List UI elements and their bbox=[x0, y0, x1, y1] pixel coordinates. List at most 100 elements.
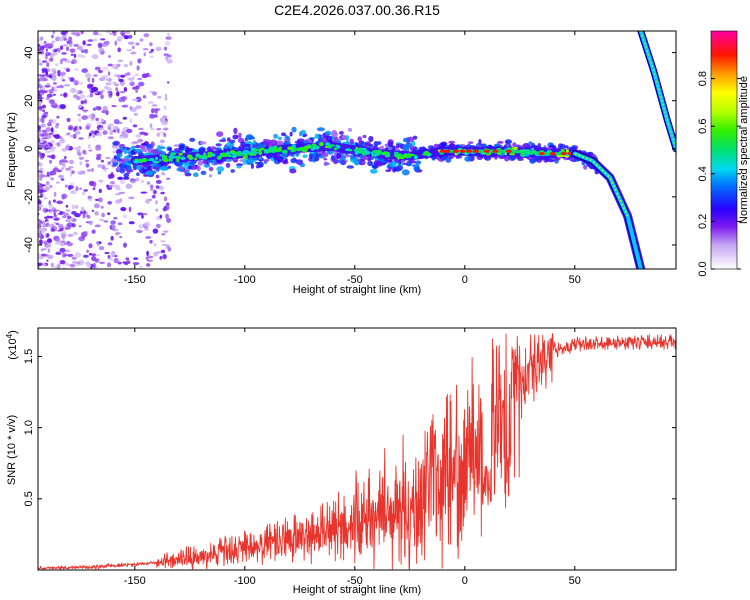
noise-blob bbox=[60, 178, 65, 181]
noise-blob bbox=[53, 214, 58, 218]
ridge-peak bbox=[505, 149, 512, 153]
noise-blob bbox=[110, 235, 114, 241]
ridge-halo-blob bbox=[200, 170, 207, 175]
x-tick-label: 50 bbox=[569, 575, 581, 587]
noise-blob bbox=[39, 255, 46, 259]
noise-blob bbox=[98, 246, 105, 251]
ridge-halo-blob bbox=[236, 165, 242, 169]
ridge-halo-blob bbox=[173, 144, 180, 147]
ridge-halo-blob bbox=[263, 138, 268, 142]
colorbar-tick-label: 0.0 bbox=[697, 261, 709, 276]
ridge-core-blob bbox=[305, 145, 311, 149]
noise-blob bbox=[94, 224, 101, 228]
noise-blob bbox=[61, 234, 66, 240]
noise-blob bbox=[76, 45, 83, 51]
spectrogram-frame bbox=[37, 30, 677, 270]
noise-blob bbox=[85, 163, 90, 168]
noise-blob bbox=[87, 77, 90, 82]
ridge-halo-blob bbox=[146, 165, 152, 170]
noise-blob bbox=[88, 252, 93, 256]
noise-blob bbox=[91, 77, 95, 83]
ridge-halo-blob bbox=[286, 135, 291, 142]
ridge-halo-blob bbox=[531, 145, 539, 148]
noise-blob bbox=[155, 46, 162, 52]
ridge-core-blob bbox=[242, 155, 248, 159]
ridge-core-blob bbox=[158, 159, 162, 162]
noise-blob bbox=[107, 242, 113, 246]
noise-blob bbox=[67, 76, 71, 79]
noise-blob bbox=[121, 96, 126, 103]
noise-blob bbox=[160, 191, 165, 195]
noise-blob bbox=[80, 49, 86, 53]
noise-blob bbox=[61, 52, 67, 55]
ridge-halo-blob bbox=[257, 161, 264, 168]
noise-blob bbox=[150, 108, 155, 114]
noise-blob bbox=[65, 208, 71, 213]
noise-blob bbox=[62, 44, 69, 47]
noise-blob bbox=[131, 98, 139, 102]
snr-x-label: Height of straight line (km) bbox=[293, 584, 421, 596]
ridge-core-blob bbox=[227, 154, 232, 158]
noise-blob bbox=[59, 247, 66, 253]
noise-blob bbox=[143, 33, 150, 38]
ridge-core-blob bbox=[147, 159, 151, 161]
colorbar-frame bbox=[710, 30, 738, 270]
noise-blob bbox=[135, 105, 142, 110]
ridge-core-blob bbox=[324, 142, 331, 146]
noise-blob bbox=[44, 209, 52, 212]
noise-blob bbox=[53, 86, 57, 89]
ridge-halo-blob bbox=[321, 152, 329, 158]
ridge-core-blob bbox=[137, 158, 143, 161]
noise-blob bbox=[69, 77, 75, 82]
noise-blob bbox=[137, 212, 144, 216]
noise-blob bbox=[55, 222, 59, 226]
noise-blob bbox=[78, 259, 85, 266]
noise-blob bbox=[64, 227, 71, 230]
ridge-halo-blob bbox=[401, 169, 410, 176]
noise-blob bbox=[138, 127, 144, 131]
ridge-halo-blob bbox=[216, 131, 224, 138]
noise-blob bbox=[73, 53, 77, 58]
noise-blob bbox=[54, 241, 62, 245]
noise-blob bbox=[155, 223, 161, 229]
noise-blob bbox=[123, 87, 128, 92]
ridge-halo-blob bbox=[156, 164, 162, 168]
noise-blob bbox=[80, 100, 85, 105]
noise-blob bbox=[65, 184, 68, 188]
noise-blob bbox=[94, 66, 101, 71]
ridge-halo-blob bbox=[208, 166, 214, 172]
noise-blob bbox=[129, 118, 133, 123]
noise-blob bbox=[70, 53, 74, 56]
noise-blob bbox=[47, 254, 54, 260]
noise-blob bbox=[149, 55, 154, 58]
noise-blob bbox=[60, 93, 63, 97]
ridge-halo-blob bbox=[392, 166, 396, 173]
ridge-core-blob bbox=[336, 145, 341, 149]
ridge-halo-blob bbox=[187, 165, 193, 170]
noise-blob bbox=[91, 168, 94, 172]
snr-multiplier-exp: 4 bbox=[5, 333, 14, 338]
snr-multiplier-close: ) bbox=[7, 330, 19, 334]
noise-blob bbox=[63, 212, 67, 216]
colorbar-tick-label: 0.8 bbox=[697, 71, 709, 86]
ridge-halo-blob bbox=[431, 156, 436, 161]
noise-blob bbox=[114, 83, 119, 87]
noise-blob bbox=[136, 65, 140, 71]
noise-blob bbox=[78, 81, 84, 86]
noise-blob bbox=[44, 186, 50, 192]
ridge-core-blob bbox=[252, 151, 259, 155]
spectrogram-x-label: Height of straight line (km) bbox=[293, 284, 421, 296]
noise-blob bbox=[106, 31, 111, 34]
noise-blob bbox=[74, 252, 82, 258]
noise-blob bbox=[62, 215, 67, 219]
ridge-peak bbox=[472, 149, 479, 153]
noise-blob bbox=[155, 208, 159, 212]
ridge-halo-blob bbox=[136, 172, 140, 176]
noise-blob bbox=[60, 74, 65, 80]
noise-blob bbox=[53, 191, 57, 197]
ridge-halo-blob bbox=[312, 156, 316, 161]
noise-blob bbox=[58, 174, 64, 179]
ridge-halo-blob bbox=[199, 141, 207, 145]
noise-blob bbox=[70, 88, 77, 93]
noise-blob bbox=[152, 91, 158, 96]
